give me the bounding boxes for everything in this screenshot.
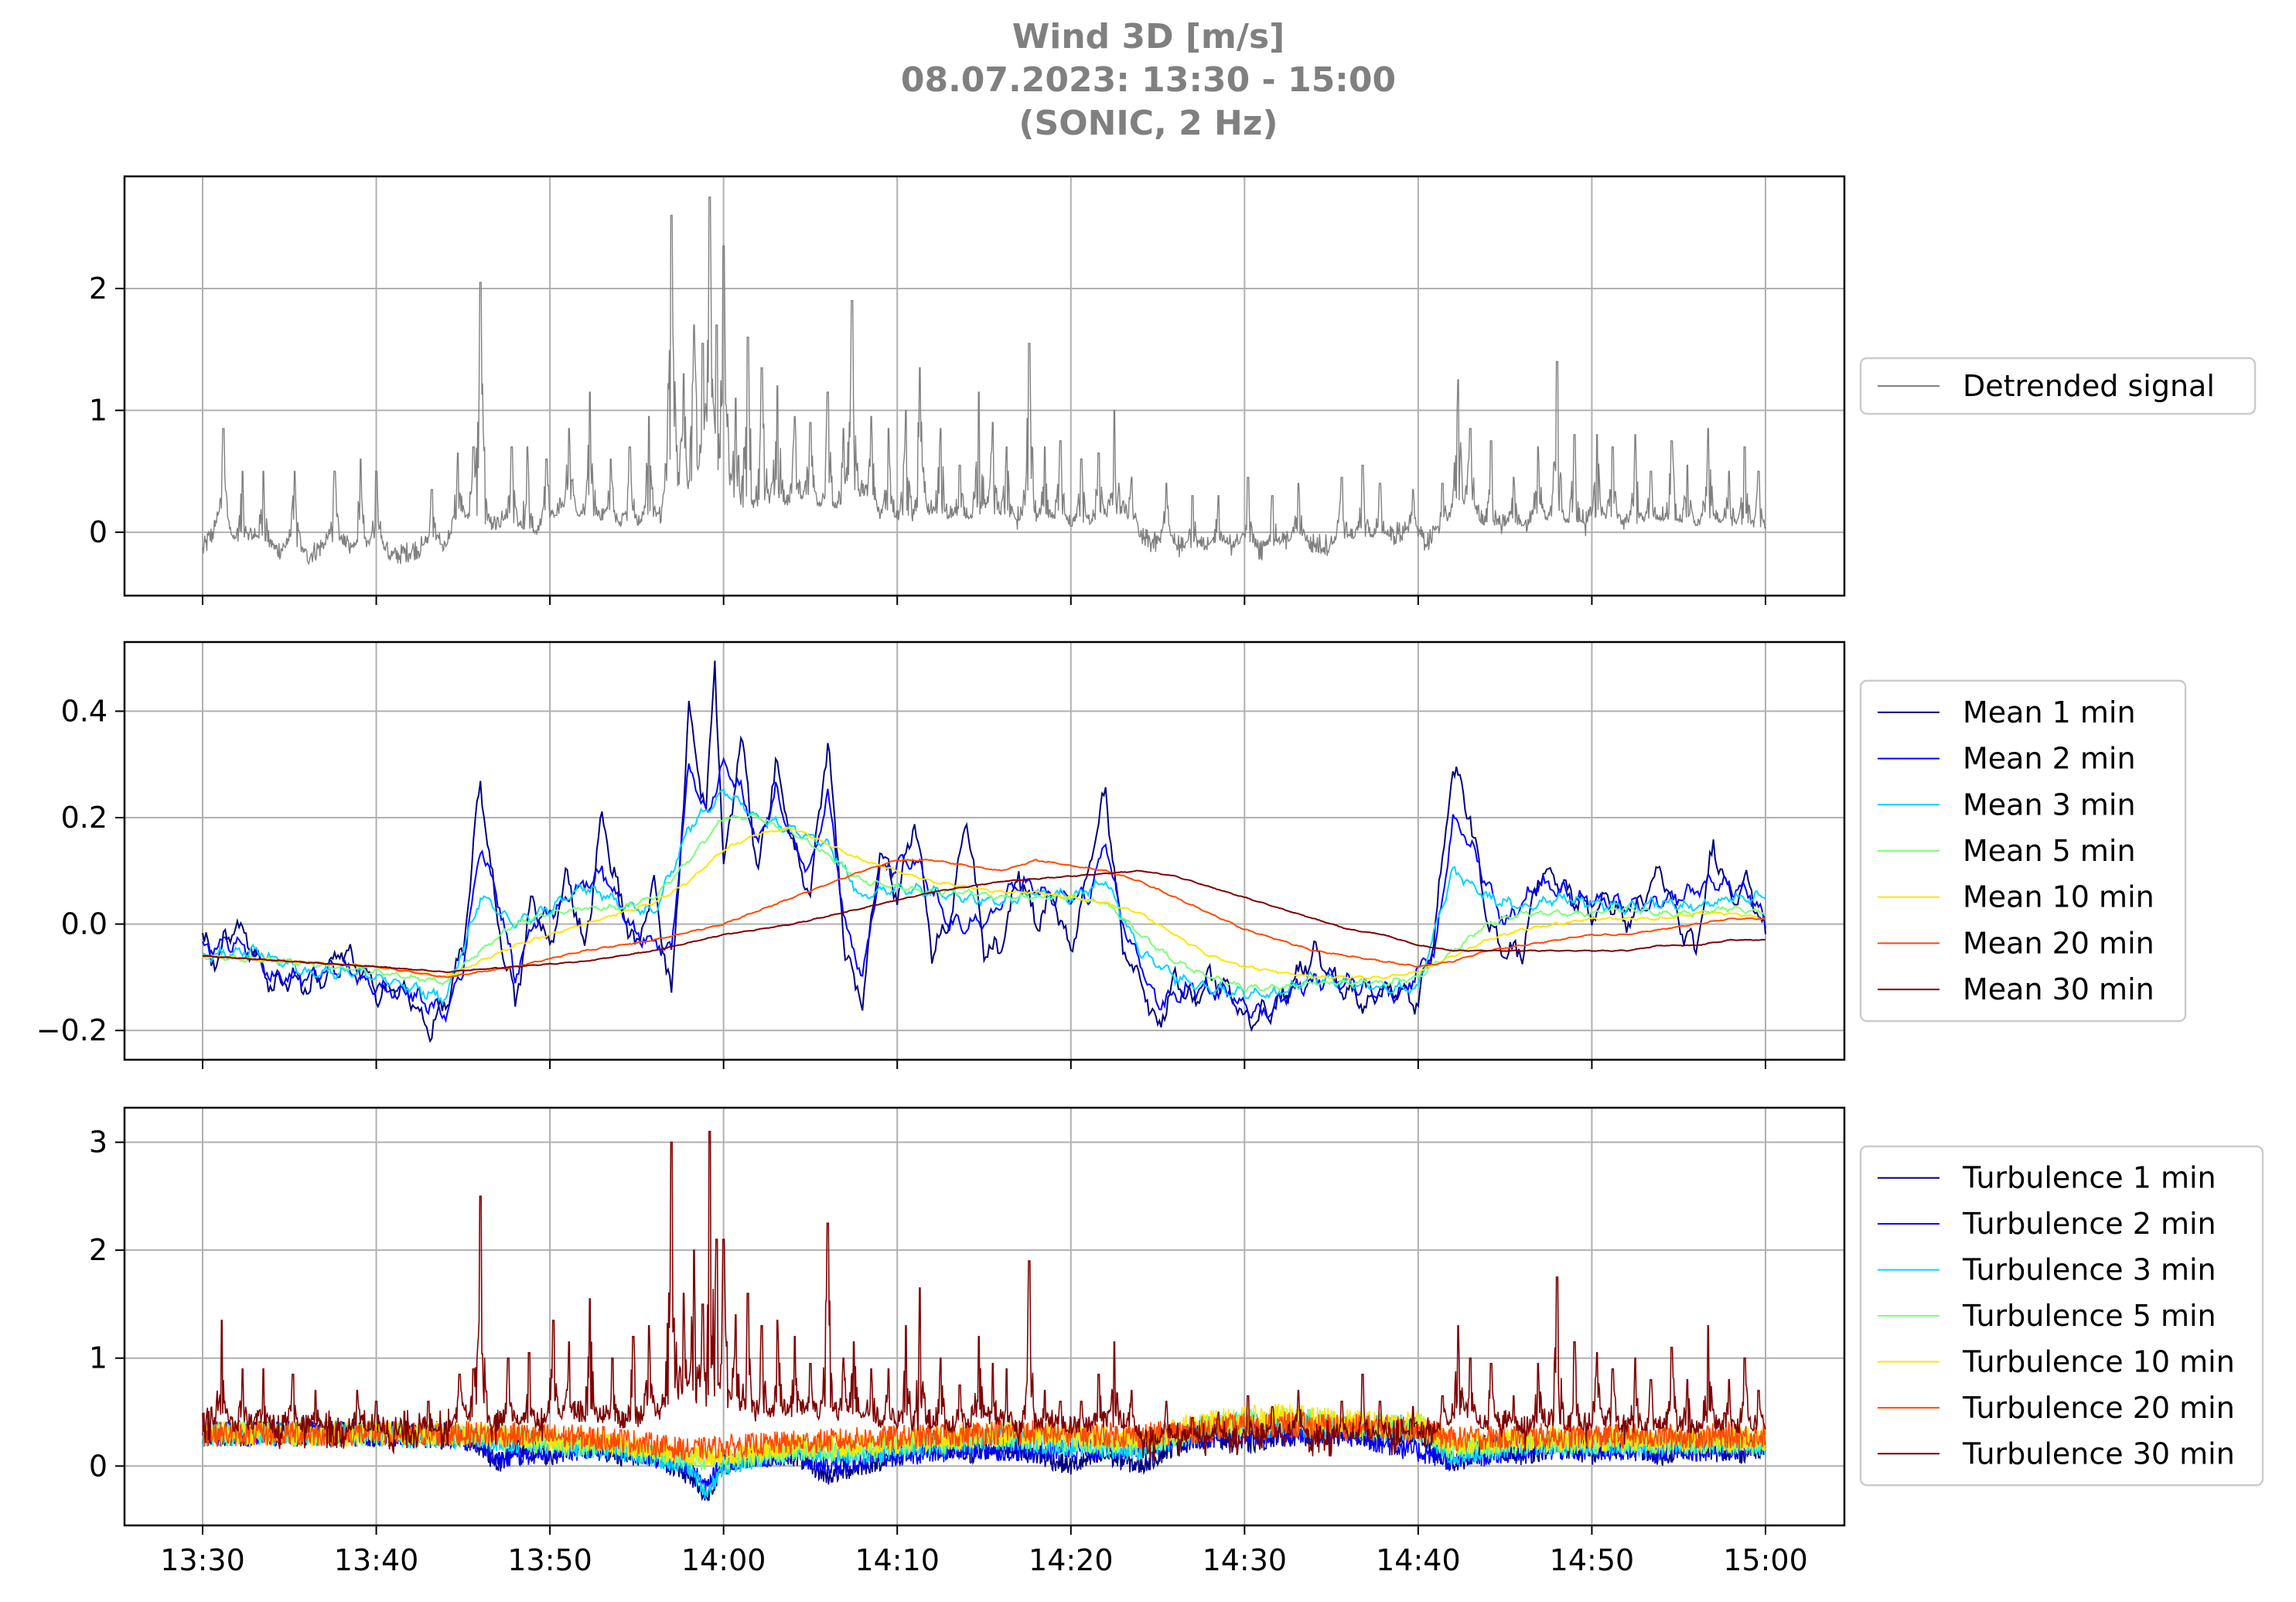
y-tick-label: 0 bbox=[89, 1449, 107, 1483]
x-tick-label: 14:50 bbox=[1550, 1543, 1635, 1577]
x-tick-label: 13:30 bbox=[160, 1543, 245, 1577]
x-tick-label: 15:00 bbox=[1723, 1543, 1808, 1577]
legend-label: Mean 1 min bbox=[1963, 695, 2136, 729]
legend-label: Mean 2 min bbox=[1963, 742, 2136, 776]
plot-area bbox=[202, 660, 1766, 1044]
x-tick-label: 14:40 bbox=[1376, 1543, 1461, 1577]
series-line-mean-1-min bbox=[202, 660, 1766, 1044]
series-line-mean-10-min bbox=[202, 826, 1766, 980]
axes-frame bbox=[123, 640, 1846, 1061]
chart-title-line-3: (SONIC, 2 Hz) bbox=[1018, 104, 1278, 143]
legend-label: Mean 20 min bbox=[1963, 926, 2154, 960]
series-line-turbulence-20-min bbox=[202, 1410, 1766, 1460]
panel-top: 0 1 2 Detrended signal bbox=[89, 175, 2257, 605]
y-tick-label: −0.2 bbox=[36, 1013, 107, 1047]
legend: Turbulence 1 min Turbulence 2 min Turbulen… bbox=[1859, 1145, 2264, 1487]
series-line-mean-3-min bbox=[202, 787, 1766, 1006]
y-tick-label: 2 bbox=[89, 1233, 107, 1267]
legend-box bbox=[1859, 679, 2187, 1023]
x-tick-label: 14:20 bbox=[1029, 1543, 1114, 1577]
legend: Mean 1 min Mean 2 min Mean 3 min Mean 5 min… bbox=[1859, 679, 2187, 1023]
x-tick-label: 13:40 bbox=[334, 1543, 419, 1577]
series-line-mean-5-min bbox=[202, 813, 1766, 992]
x-tick-label: 14:10 bbox=[855, 1543, 940, 1577]
legend-label: Turbulence 3 min bbox=[1962, 1253, 2216, 1287]
y-tick-label: 0 bbox=[89, 515, 107, 549]
plot-area bbox=[202, 196, 1766, 565]
x-tick-label: 14:00 bbox=[681, 1543, 766, 1577]
axes-frame bbox=[123, 1106, 1846, 1527]
legend-label: Mean 3 min bbox=[1963, 787, 2136, 821]
x-tick-label: 14:30 bbox=[1203, 1543, 1288, 1577]
legend: Detrended signal bbox=[1859, 357, 2257, 415]
legend-label: Turbulence 5 min bbox=[1962, 1299, 2216, 1333]
legend-box bbox=[1859, 1145, 2264, 1487]
legend-label: Detrended signal bbox=[1963, 369, 2215, 403]
x-tick-label: 13:50 bbox=[507, 1543, 592, 1577]
axes-frame bbox=[123, 175, 1846, 597]
y-tick-label: 0.4 bbox=[61, 694, 107, 728]
panel-middle: −0.2 0.0 0.2 0.4 Mean 1 min Mean 2 min Mean 3 … bbox=[36, 640, 2187, 1069]
y-tick-label: 0.2 bbox=[61, 801, 107, 835]
legend-label: Mean 10 min bbox=[1963, 880, 2154, 914]
y-tick-label: 2 bbox=[89, 272, 107, 306]
series-line-mean-30-min bbox=[203, 869, 1766, 973]
series-line-mean-2-min bbox=[202, 757, 1766, 1023]
series-line-turbulence-30-min bbox=[202, 1130, 1766, 1461]
series-line-detrended-signal bbox=[202, 196, 1766, 565]
legend-box bbox=[1859, 357, 2257, 415]
chart-title-line-1: Wind 3D [m/s] bbox=[1012, 17, 1285, 56]
panel-bottom: 0 1 2 3 13:30 13:40 13:50 14:00 14:10 14:20 14:30 1… bbox=[89, 1106, 2264, 1577]
legend-label: Turbulence 30 min bbox=[1962, 1436, 2235, 1470]
y-tick-label: 0.0 bbox=[61, 907, 107, 941]
chart-title-line-2: 08.07.2023: 13:30 - 15:00 bbox=[901, 60, 1396, 100]
y-tick-label: 1 bbox=[89, 1341, 107, 1375]
legend-label: Turbulence 20 min bbox=[1962, 1391, 2235, 1425]
legend-label: Turbulence 10 min bbox=[1962, 1344, 2235, 1378]
chart-panels: 0 1 2 Detrended signal −0.2 0.0 0.2 0.4 Mean 1 m… bbox=[36, 175, 2264, 1577]
series-line-mean-20-min bbox=[202, 859, 1766, 979]
y-tick-label: 1 bbox=[89, 394, 107, 428]
legend-label: Mean 30 min bbox=[1963, 972, 2154, 1006]
y-tick-label: 3 bbox=[89, 1125, 107, 1160]
legend-label: Turbulence 1 min bbox=[1962, 1161, 2216, 1195]
legend-label: Turbulence 2 min bbox=[1962, 1207, 2216, 1241]
series-line-turbulence-10-min bbox=[202, 1403, 1766, 1467]
plot-area bbox=[202, 1130, 1766, 1502]
legend-label: Mean 5 min bbox=[1963, 834, 2136, 868]
chart-title: Wind 3D [m/s] 08.07.2023: 13:30 - 15:00 … bbox=[901, 17, 1396, 143]
